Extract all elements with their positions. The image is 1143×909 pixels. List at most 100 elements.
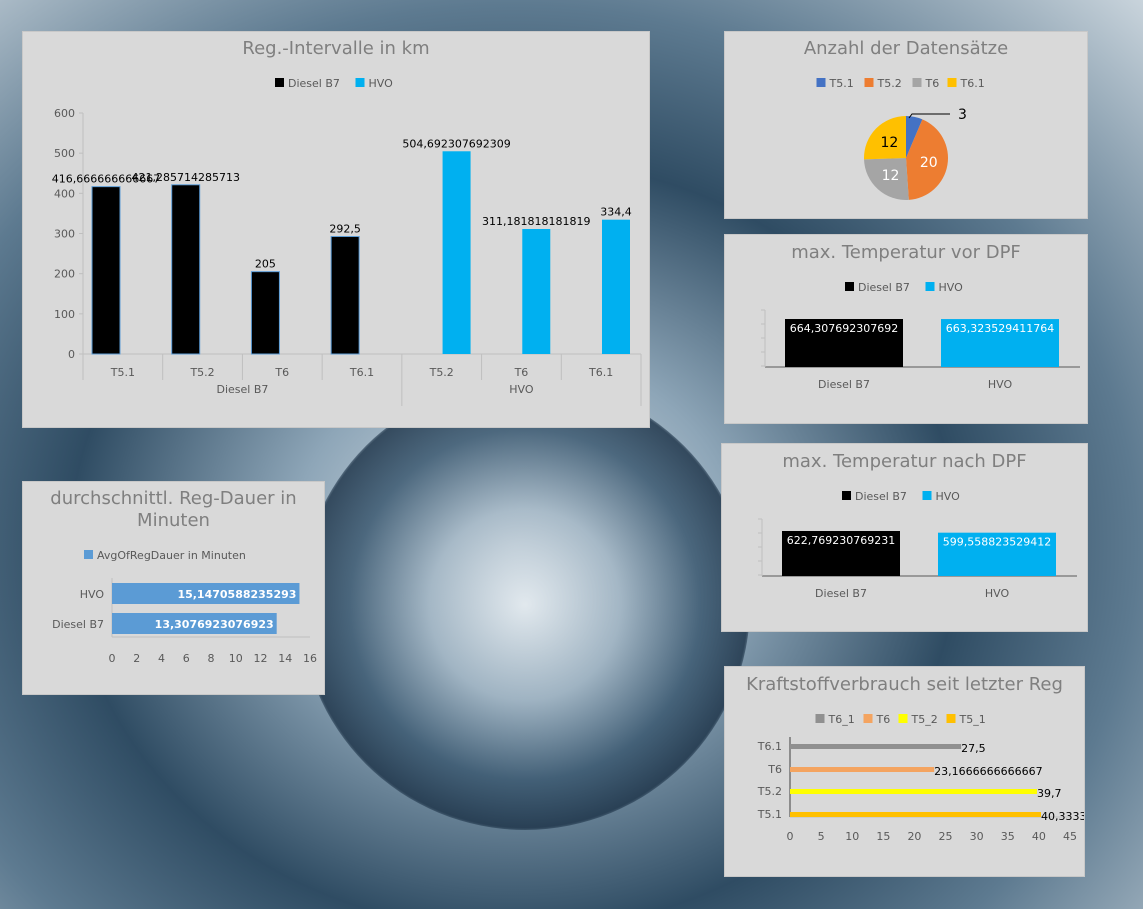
legend-label: T5.2 [877,77,902,90]
data-label: 23,1666666666667 [934,765,1042,778]
chart-reg-intervalle: Reg.-Intervalle in km Diesel B7 HVO 0 100 20… [22,31,650,428]
legend-label: T5.1 [829,77,854,90]
data-label: 12 [882,168,900,184]
bar [790,812,1041,817]
legend-label: Diesel B7 [855,490,907,503]
category-label: T6 [767,763,782,776]
bar [522,229,551,354]
bar [782,531,900,576]
legend-swatch [925,282,935,291]
category-label: T5.2 [757,785,782,798]
legend-swatch [355,78,365,87]
chart-title: Anzahl der Datensätze [803,38,1009,59]
x-tick-label: 14 [278,652,292,665]
x-tick-label: 6 [183,652,190,665]
reg-intervalle-plot: Diesel B7 HVO 0 100 200 300 400 500 600 416,66666… [52,77,642,406]
pie-slice [906,116,923,158]
legend-swatch [842,491,851,500]
legend-swatch [898,714,908,723]
bar [112,613,277,634]
category-label: T5.1 [757,808,782,821]
group-label: Diesel B7 [216,383,268,396]
data-label: 292,5 [329,223,361,236]
data-label: 15,1470588235293 [177,588,296,601]
x-tick-label: T5.2 [189,366,214,379]
bar [790,767,935,772]
data-label: 40,3333333333333 [1041,810,1084,823]
x-tick-label: 10 [845,830,859,843]
chart-anzahl-datensaetze: Anzahl der Datensätze T5.1 T5.2 T6 T6.1 3 20 1… [724,31,1088,219]
bar [330,236,360,355]
y-tick-label: 500 [54,147,75,160]
chart-temp-vor-dpf: max. Temperatur vor DPF Diesel B7 HVO 664,… [724,234,1088,424]
bar [171,184,201,355]
legend-label: T5_2 [911,713,938,726]
legend-label: T6 [925,77,940,90]
background-gear-image [300,380,750,830]
x-tick-label: 5 [818,830,825,843]
legend-swatch [912,78,922,87]
chart-reg-dauer: durchschnittl. Reg-Dauer in Minuten AvgO… [22,481,325,695]
category-label: HVO [985,587,1010,600]
chart-title: max. Temperatur nach DPF [782,451,1027,472]
legend-swatch [84,550,93,559]
data-label: 3 [958,107,967,123]
legend-label: T6 [876,713,891,726]
legend-swatch [864,78,874,87]
reg-dauer-plot: AvgOfRegDauer in Minuten 0 2 4 6 8 10 12 14 16 15,… [52,549,317,665]
chart-temp-nach-dpf: max. Temperatur nach DPF Diesel B7 HVO 622… [721,443,1088,632]
legend-label: T6_1 [828,713,855,726]
x-tick-label: 0 [109,652,116,665]
legend-label: T6.1 [960,77,985,90]
data-label: 334,4 [600,206,632,219]
legend-swatch [816,78,826,87]
category-label: T6.1 [757,740,782,753]
bar [938,532,1056,576]
pie-slice [864,116,906,160]
pie-slice [906,119,948,200]
bar [112,583,300,604]
chart-title: Reg.-Intervalle in km [242,38,430,59]
pie-slice [864,158,909,200]
legend-swatch [845,282,854,291]
y-tick-label: 600 [54,107,75,120]
bar [442,151,471,354]
data-label: 27,5 [961,742,986,755]
x-tick-label: T5.1 [110,366,135,379]
bar [790,789,1038,794]
group-label: HVO [509,383,534,396]
data-label: 663,323529411764 [946,322,1054,335]
x-tick-label: 40 [1032,830,1046,843]
legend-swatch [947,78,957,87]
data-label: 13,3076923076923 [155,618,274,631]
kraftstoff-plot: T6_1 T6 T5_2 T5_1 0 5 10 15 20 25 30 35 40 45 27,5 T6.1… [757,713,1084,843]
bar [941,319,1059,367]
legend-label: Diesel B7 [288,77,340,90]
bar [91,186,121,355]
data-label: 622,769230769231 [787,534,895,547]
category-label: Diesel B7 [818,378,870,391]
y-tick-label: 300 [54,228,75,241]
bar [250,271,280,355]
chart-title: durchschnittl. Reg-Dauer in Minuten [50,488,297,531]
data-label: 599,558823529412 [943,536,1051,549]
x-tick-label: 4 [158,652,165,665]
x-tick-label: 20 [907,830,921,843]
x-tick-label: 12 [254,652,268,665]
x-tick-label: 0 [787,830,794,843]
category-label: HVO [80,588,105,601]
x-tick-label: T6 [274,366,289,379]
chart-kraftstoff: Kraftstoffverbrauch seit letzter Reg T6_… [724,666,1085,877]
legend-label: HVO [369,77,394,90]
legend-label: T5_1 [959,713,986,726]
legend-label: AvgOfRegDauer in Minuten [97,549,246,562]
data-label: 12 [880,135,898,151]
legend-swatch [815,714,825,723]
category-label: HVO [988,378,1013,391]
y-tick-label: 100 [54,308,75,321]
data-label: 205 [255,258,276,271]
y-tick-label: 400 [54,187,75,200]
temp-nach-plot: Diesel B7 HVO 622,769230769231 Diesel B7 599… [758,490,1077,600]
data-label: 504,692307692309 [402,137,510,150]
chart-title: Kraftstoffverbrauch seit letzter Reg [746,674,1063,695]
